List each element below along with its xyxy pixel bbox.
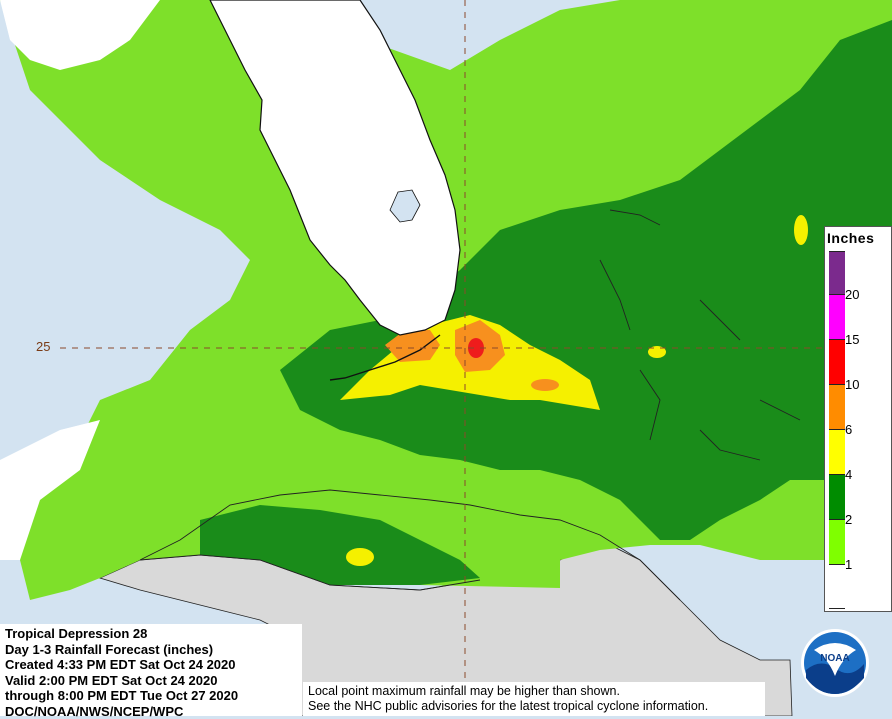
legend-tick-20: 20: [845, 287, 859, 302]
disclaimer-line-1: Local point maximum rainfall may be high…: [308, 684, 765, 699]
through-time: through 8:00 PM EDT Tue Oct 27 2020: [5, 688, 302, 704]
legend-swatch-4-6: [829, 429, 845, 474]
legend-swatch-15-20: [829, 294, 845, 339]
legend-swatch-6-10: [829, 384, 845, 429]
legend-swatch-1-2: [829, 519, 845, 564]
latitude-label: 25: [36, 339, 50, 354]
legend-title: Inches: [827, 230, 874, 246]
legend-tick-4: 4: [845, 467, 852, 482]
created-time: Created 4:33 PM EDT Sat Oct 24 2020: [5, 657, 302, 673]
legend: Inches 20 15 10 6 4 2 1: [824, 226, 892, 612]
noaa-logo-text: NOAA: [820, 653, 849, 664]
legend-tick-15: 15: [845, 332, 859, 347]
valid-time: Valid 2:00 PM EDT Sat Oct 24 2020: [5, 673, 302, 689]
disclaimer-box: Local point maximum rainfall may be high…: [303, 682, 765, 716]
rain-spot-6-10-e: [531, 379, 559, 391]
forecast-type: Day 1-3 Rainfall Forecast (inches): [5, 642, 302, 658]
rain-spot-4-6-s: [346, 548, 374, 566]
legend-tick-2: 2: [845, 512, 852, 527]
rain-spot-4-6-ne: [794, 215, 808, 245]
forecast-info-box: Tropical Depression 28 Day 1-3 Rainfall …: [0, 624, 302, 716]
noaa-logo: NOAA: [800, 628, 870, 698]
agency-credit: DOC/NOAA/NWS/NCEP/WPC: [5, 704, 302, 719]
legend-tick-10: 10: [845, 377, 859, 392]
storm-name: Tropical Depression 28: [5, 626, 302, 642]
legend-swatch-0-1: [829, 564, 845, 609]
legend-swatch-2-4: [829, 474, 845, 519]
legend-tick-6: 6: [845, 422, 852, 437]
disclaimer-line-2: See the NHC public advisories for the la…: [308, 699, 765, 714]
legend-swatch-10-15: [829, 339, 845, 384]
legend-swatch-20plus: [829, 251, 845, 294]
legend-tick-1: 1: [845, 557, 852, 572]
